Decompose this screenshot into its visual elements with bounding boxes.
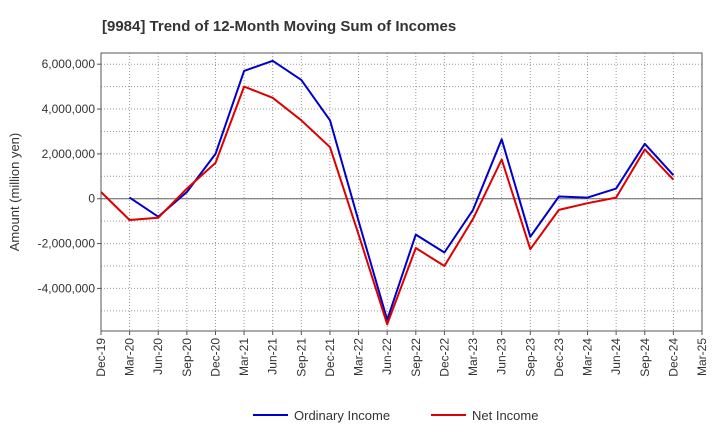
axes: 6,000,000 4,000,000 2,000,000 0 -2,000,000 -4…: [38, 52, 709, 377]
x-tick-label: Dec-19: [94, 338, 108, 377]
legend-label: Net Income: [472, 408, 538, 423]
x-tick-label: Dec-24: [666, 338, 680, 377]
y-tick-label: -2,000,000: [38, 237, 96, 251]
x-tick-label: Jun-22: [380, 338, 394, 375]
x-tick-label: Jun-21: [266, 338, 280, 375]
x-tick-label: Dec-21: [323, 338, 337, 377]
x-tick-label: Mar-22: [352, 338, 366, 376]
y-tick-label: 0: [88, 192, 95, 206]
legend-label: Ordinary Income: [294, 408, 390, 423]
x-tick-label: Jun-20: [151, 338, 165, 375]
y-tick-label: -4,000,000: [38, 281, 96, 295]
grid: [100, 53, 703, 331]
x-tick-label: Sep-23: [523, 338, 537, 377]
x-tick-label: Sep-24: [638, 338, 652, 377]
x-tick-label: Dec-23: [552, 338, 566, 377]
series-line-net-income: [100, 85, 675, 326]
y-axis-label: Amount (million yen): [7, 133, 22, 252]
x-tick-label: Jun-23: [495, 338, 509, 375]
x-tick-label: Mar-21: [237, 338, 251, 376]
x-tick-label: Dec-20: [208, 338, 222, 377]
chart-title: [9984] Trend of 12-Month Moving Sum of I…: [102, 18, 456, 35]
x-tick-label: Sep-22: [409, 338, 423, 377]
y-tick-label: 4,000,000: [42, 102, 96, 116]
series-layer: [100, 59, 675, 326]
legend: Ordinary Income Net Income: [253, 408, 538, 423]
y-tick-label: 2,000,000: [42, 147, 96, 161]
x-tick-label: Mar-20: [123, 338, 137, 376]
x-tick-label: Mar-23: [466, 338, 480, 376]
x-tick-label: Mar-24: [581, 338, 595, 376]
y-tick-label: 6,000,000: [42, 57, 96, 71]
plot-border: [100, 52, 703, 332]
x-tick-label: Dec-22: [437, 338, 451, 377]
series-line-ordinary-income: [129, 59, 675, 321]
x-tick-label: Jun-24: [609, 338, 623, 375]
x-tick-label: Sep-20: [180, 338, 194, 377]
x-tick-label: Mar-25: [695, 338, 709, 376]
x-tick-label: Sep-21: [294, 338, 308, 377]
